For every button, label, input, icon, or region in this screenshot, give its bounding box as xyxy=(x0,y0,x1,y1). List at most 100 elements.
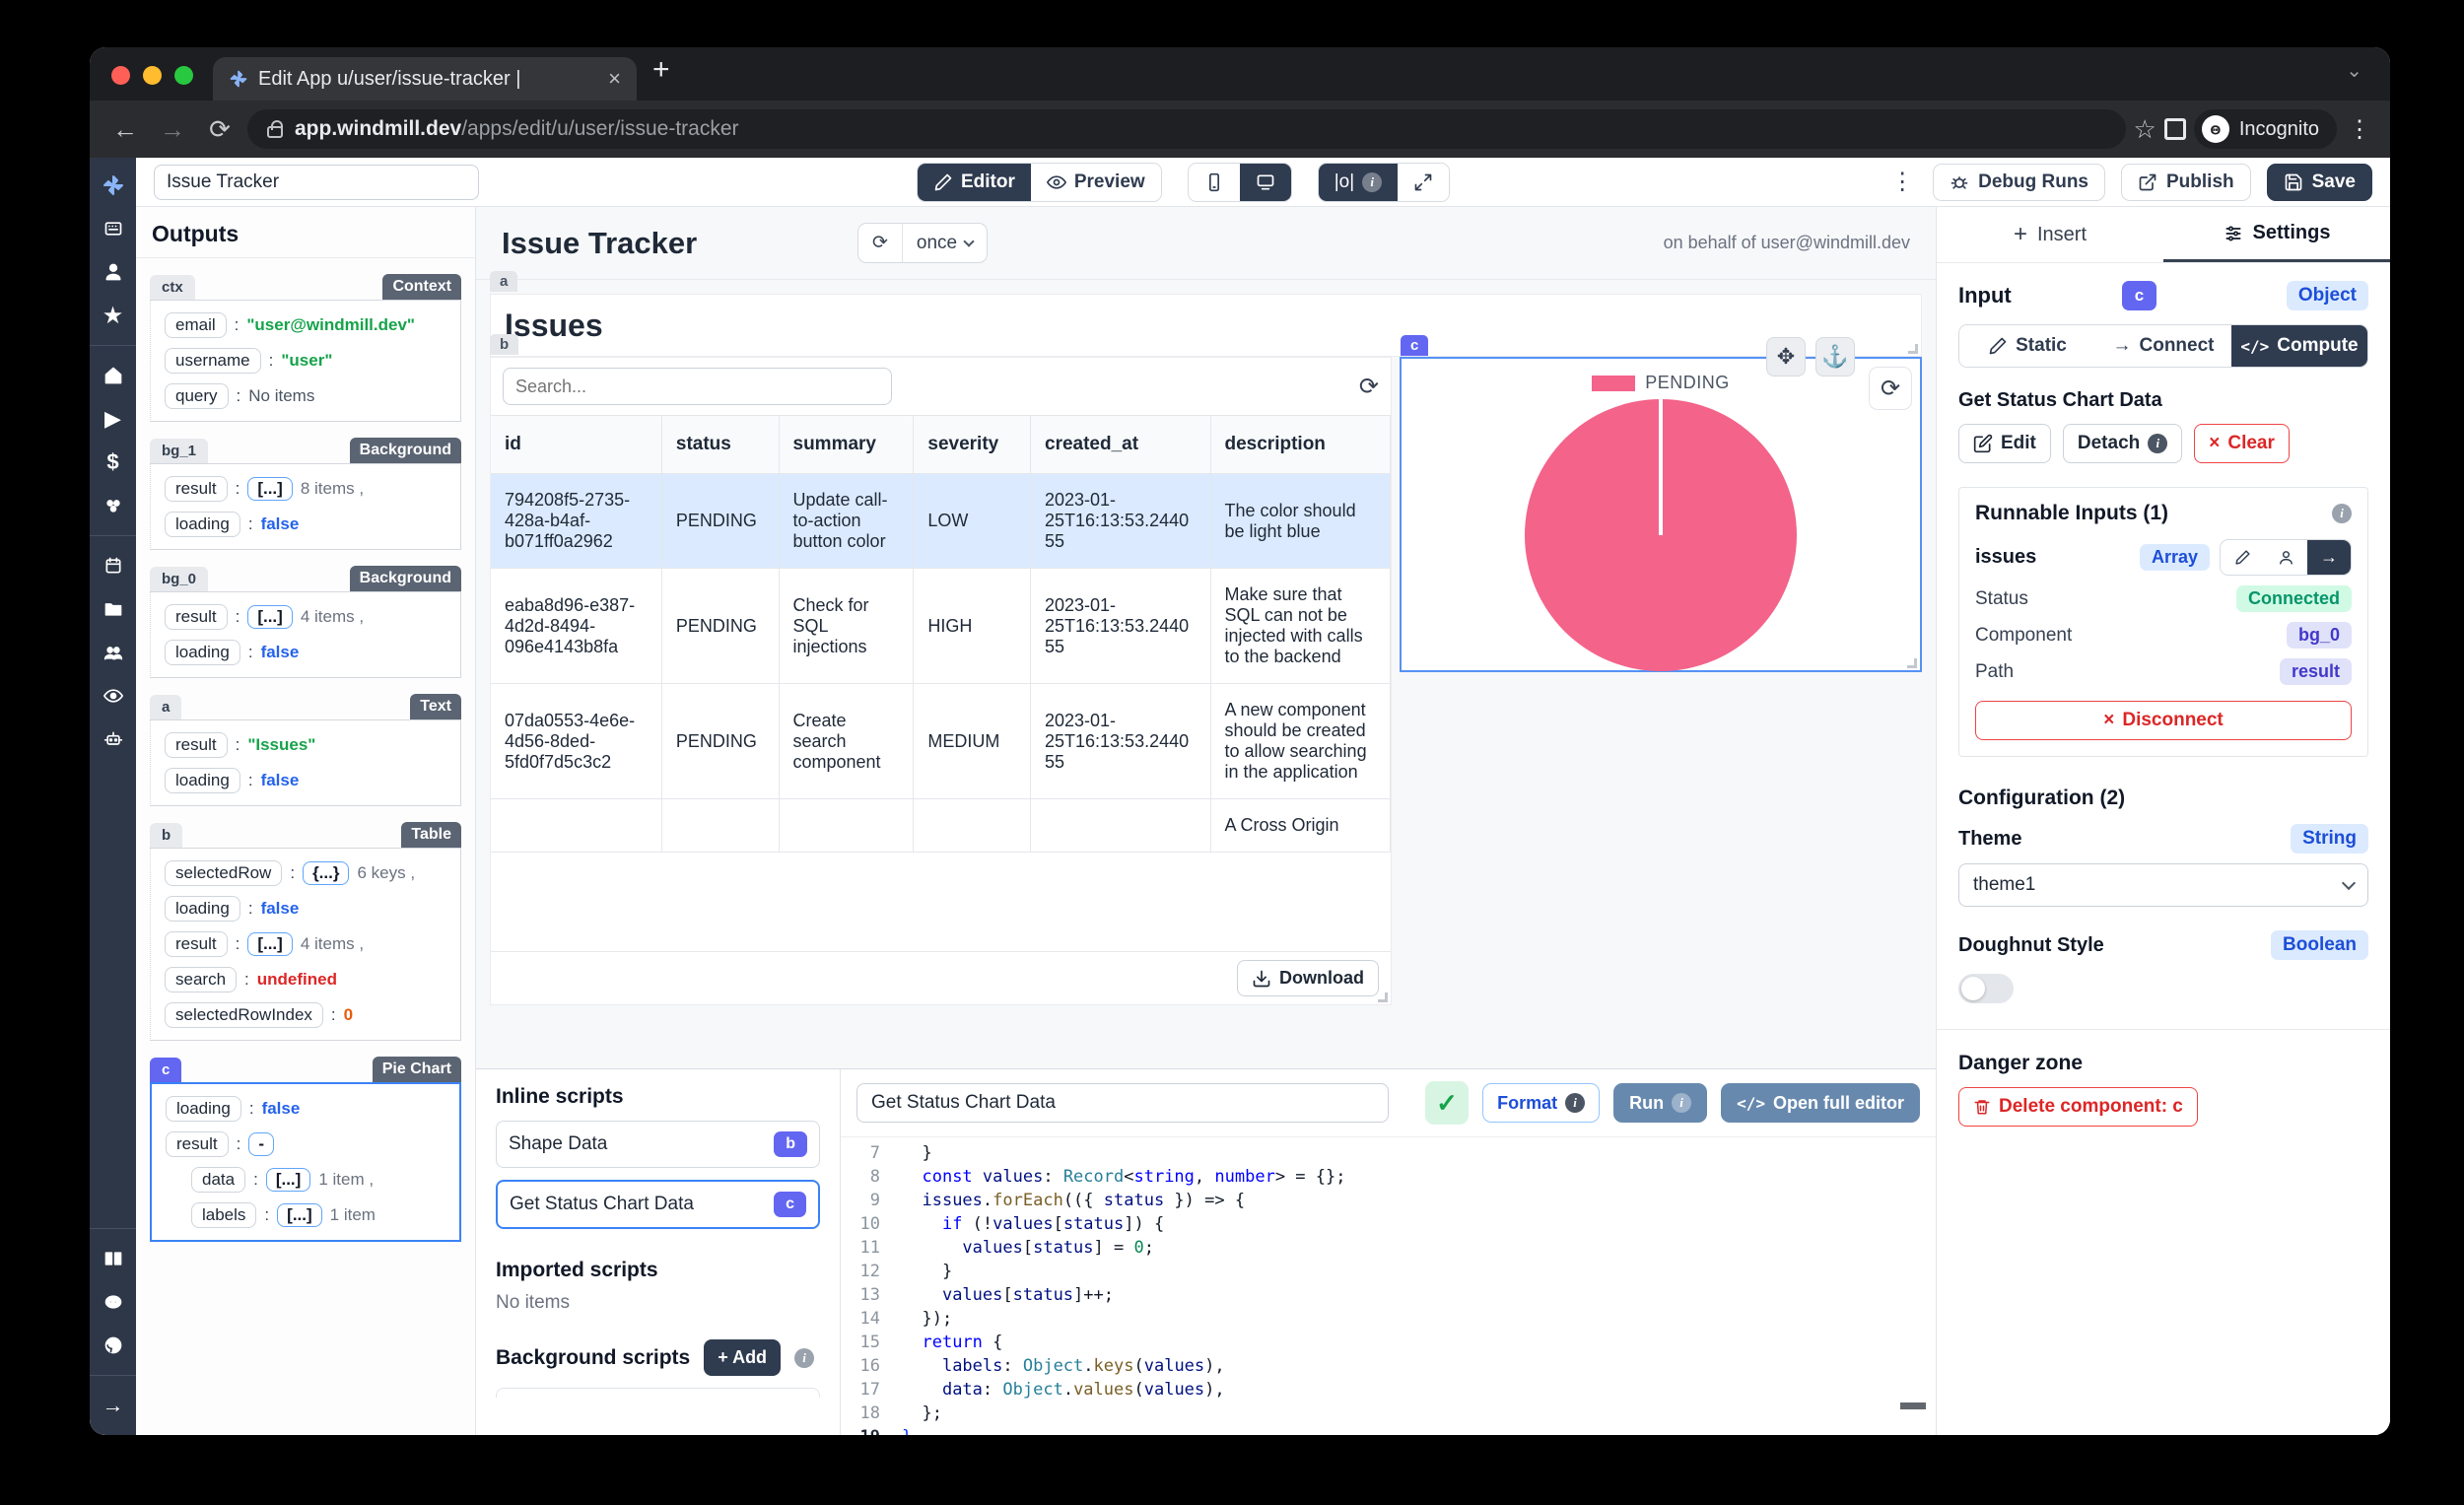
expand-value-chip[interactable]: [...] xyxy=(247,605,293,629)
output-key[interactable]: email xyxy=(165,312,227,338)
back-icon[interactable]: ← xyxy=(112,113,138,144)
refresh-mode-control[interactable]: ⟳ once xyxy=(856,223,989,263)
inline-script-b[interactable]: Shape Data b xyxy=(496,1121,820,1168)
scrollbar-thumb[interactable] xyxy=(1900,1402,1926,1409)
output-card-bg_0[interactable]: bg_0 Background result: [...] 4 items , … xyxy=(150,566,461,678)
reload-icon[interactable]: ⟳ xyxy=(209,113,231,144)
publish-button[interactable]: Publish xyxy=(2121,163,2251,201)
output-key[interactable]: loading xyxy=(165,640,240,665)
output-card-b[interactable]: b Table selectedRow: {...} 6 keys , load… xyxy=(150,822,461,1041)
output-key[interactable]: loading xyxy=(166,1096,241,1122)
output-key[interactable]: result xyxy=(166,1131,229,1157)
output-card-a[interactable]: a Text result: "Issues" loading: false xyxy=(150,694,461,806)
code-line[interactable]: } xyxy=(941,1262,953,1281)
column-header-status[interactable]: status xyxy=(661,416,780,474)
output-key[interactable]: loading xyxy=(165,512,240,537)
detach-script-button[interactable]: Detach i xyxy=(2062,424,2183,463)
billing-icon[interactable]: $ xyxy=(106,449,119,474)
code-line[interactable]: return { xyxy=(922,1333,1003,1352)
discord-icon[interactable] xyxy=(102,1290,125,1314)
tab-overview-icon[interactable] xyxy=(2163,118,2186,140)
component-tag-b[interactable]: b xyxy=(490,334,519,355)
output-key[interactable]: result xyxy=(165,604,228,630)
app-menu-icon[interactable]: ⋮ xyxy=(1890,169,1915,195)
output-key[interactable]: loading xyxy=(165,896,240,922)
app-canvas[interactable]: Issue Tracker ⟳ once on behalf of user@w… xyxy=(476,207,1936,1068)
new-tab-button[interactable]: + xyxy=(652,53,670,86)
connect-mode-button[interactable]: → Connect xyxy=(2095,325,2231,367)
window-controls[interactable] xyxy=(90,66,213,85)
schedules-icon[interactable] xyxy=(102,554,125,578)
doughnut-style-toggle[interactable] xyxy=(1958,974,2014,1003)
runs-icon[interactable]: ▶ xyxy=(104,406,121,431)
address-bar[interactable]: app.windmill.dev/apps/edit/u/user/issue-… xyxy=(247,109,2126,149)
mobile-view-button[interactable] xyxy=(1188,163,1240,201)
groups-icon[interactable] xyxy=(102,641,125,664)
move-component-icon[interactable]: ✥ xyxy=(1766,337,1806,376)
component-tag-c[interactable]: c xyxy=(1401,335,1429,356)
theme-select[interactable]: theme1 xyxy=(1958,863,2368,907)
workers-icon[interactable] xyxy=(102,727,125,751)
save-button[interactable]: Save xyxy=(2266,163,2372,201)
format-button[interactable]: Format i xyxy=(1482,1083,1601,1123)
output-key[interactable]: username xyxy=(165,348,261,374)
table-row[interactable]: 07da0553-4e6e-4d56-8ded-5fd0f7d5c3c2 PEND… xyxy=(491,683,1391,799)
table-row[interactable]: A Cross Origin xyxy=(491,798,1391,853)
component-badge[interactable]: bg_0 xyxy=(2286,622,2352,649)
desktop-view-button[interactable] xyxy=(1239,163,1291,201)
code-line[interactable]: } xyxy=(922,1143,932,1163)
column-header-severity[interactable]: severity xyxy=(913,416,1031,474)
browser-menu-icon[interactable]: ⋮ xyxy=(2348,115,2371,143)
output-key[interactable]: selectedRowIndex xyxy=(165,1002,323,1028)
expand-value-chip[interactable]: {...} xyxy=(303,861,350,885)
close-window-button[interactable] xyxy=(111,66,130,85)
code-content[interactable]: } const values: Record<string, number> =… xyxy=(892,1137,1936,1435)
tab-search-chevron-icon[interactable]: ⌄ xyxy=(2346,60,2362,82)
hide-panels-button[interactable]: |o| i xyxy=(1318,163,1399,201)
column-header-summary[interactable]: summary xyxy=(779,416,915,474)
output-card-ctx[interactable]: ctx Context email: "user@windmill.dev" u… xyxy=(150,274,461,422)
text-component-a[interactable]: a Issues xyxy=(490,271,1922,357)
add-background-script-button[interactable]: + Add xyxy=(704,1339,782,1376)
output-key[interactable]: selectedRow xyxy=(165,860,283,886)
edit-script-button[interactable]: Edit xyxy=(1958,424,2051,463)
disconnect-button[interactable]: × Disconnect xyxy=(1975,701,2352,740)
browser-tab[interactable]: Edit App u/user/issue-tracker | × xyxy=(213,57,637,101)
home-icon[interactable] xyxy=(102,364,125,387)
code-line[interactable]: const values: Record<string, number> = {… xyxy=(922,1167,1346,1187)
column-header-description[interactable]: description xyxy=(1210,416,1391,474)
code-line[interactable]: labels: Object.keys(values), xyxy=(941,1356,1225,1376)
maximize-window-button[interactable] xyxy=(174,66,193,85)
user-icon[interactable] xyxy=(102,260,125,284)
collapse-arrow-icon[interactable]: → xyxy=(102,1393,124,1417)
code-line[interactable]: }; xyxy=(922,1403,942,1423)
tab-close-icon[interactable]: × xyxy=(608,66,621,91)
output-card-bg_1[interactable]: bg_1 Background result: [...] 8 items , … xyxy=(150,438,461,550)
bookmark-star-icon[interactable]: ☆ xyxy=(2133,113,2156,144)
refresh-mode-select[interactable]: once xyxy=(901,224,987,262)
pie-chart-component-c[interactable]: c ✥ ⚓ ⟳ PENDING xyxy=(1400,335,1922,672)
output-tag[interactable]: bg_0 xyxy=(150,567,209,591)
fullscreen-button[interactable] xyxy=(1398,163,1450,201)
arg-static-button[interactable] xyxy=(2221,540,2264,575)
script-name-input[interactable] xyxy=(856,1083,1389,1123)
resize-handle[interactable] xyxy=(1908,344,1918,354)
output-key[interactable]: result xyxy=(165,931,228,957)
static-mode-button[interactable]: Static xyxy=(1959,325,2095,367)
arg-connect-button[interactable]: → xyxy=(2307,540,2351,575)
code-line[interactable]: data: Object.values(values), xyxy=(941,1380,1225,1400)
code-line[interactable]: } xyxy=(902,1425,1936,1435)
apps-icon[interactable] xyxy=(102,217,125,240)
anchor-component-icon[interactable]: ⚓ xyxy=(1815,337,1855,376)
component-tag-a[interactable]: a xyxy=(490,271,518,292)
output-tag[interactable]: c xyxy=(150,1058,182,1082)
run-button[interactable]: Run i xyxy=(1613,1083,1708,1123)
folders-icon[interactable] xyxy=(102,597,125,621)
table-refresh-icon[interactable]: ⟳ xyxy=(1358,373,1379,400)
expand-value-chip[interactable]: [...] xyxy=(247,477,293,501)
code-line[interactable]: }); xyxy=(922,1309,953,1329)
path-badge[interactable]: result xyxy=(2279,658,2352,685)
resize-handle[interactable] xyxy=(1378,992,1388,1002)
debug-runs-button[interactable]: Debug Runs xyxy=(1933,163,2105,201)
